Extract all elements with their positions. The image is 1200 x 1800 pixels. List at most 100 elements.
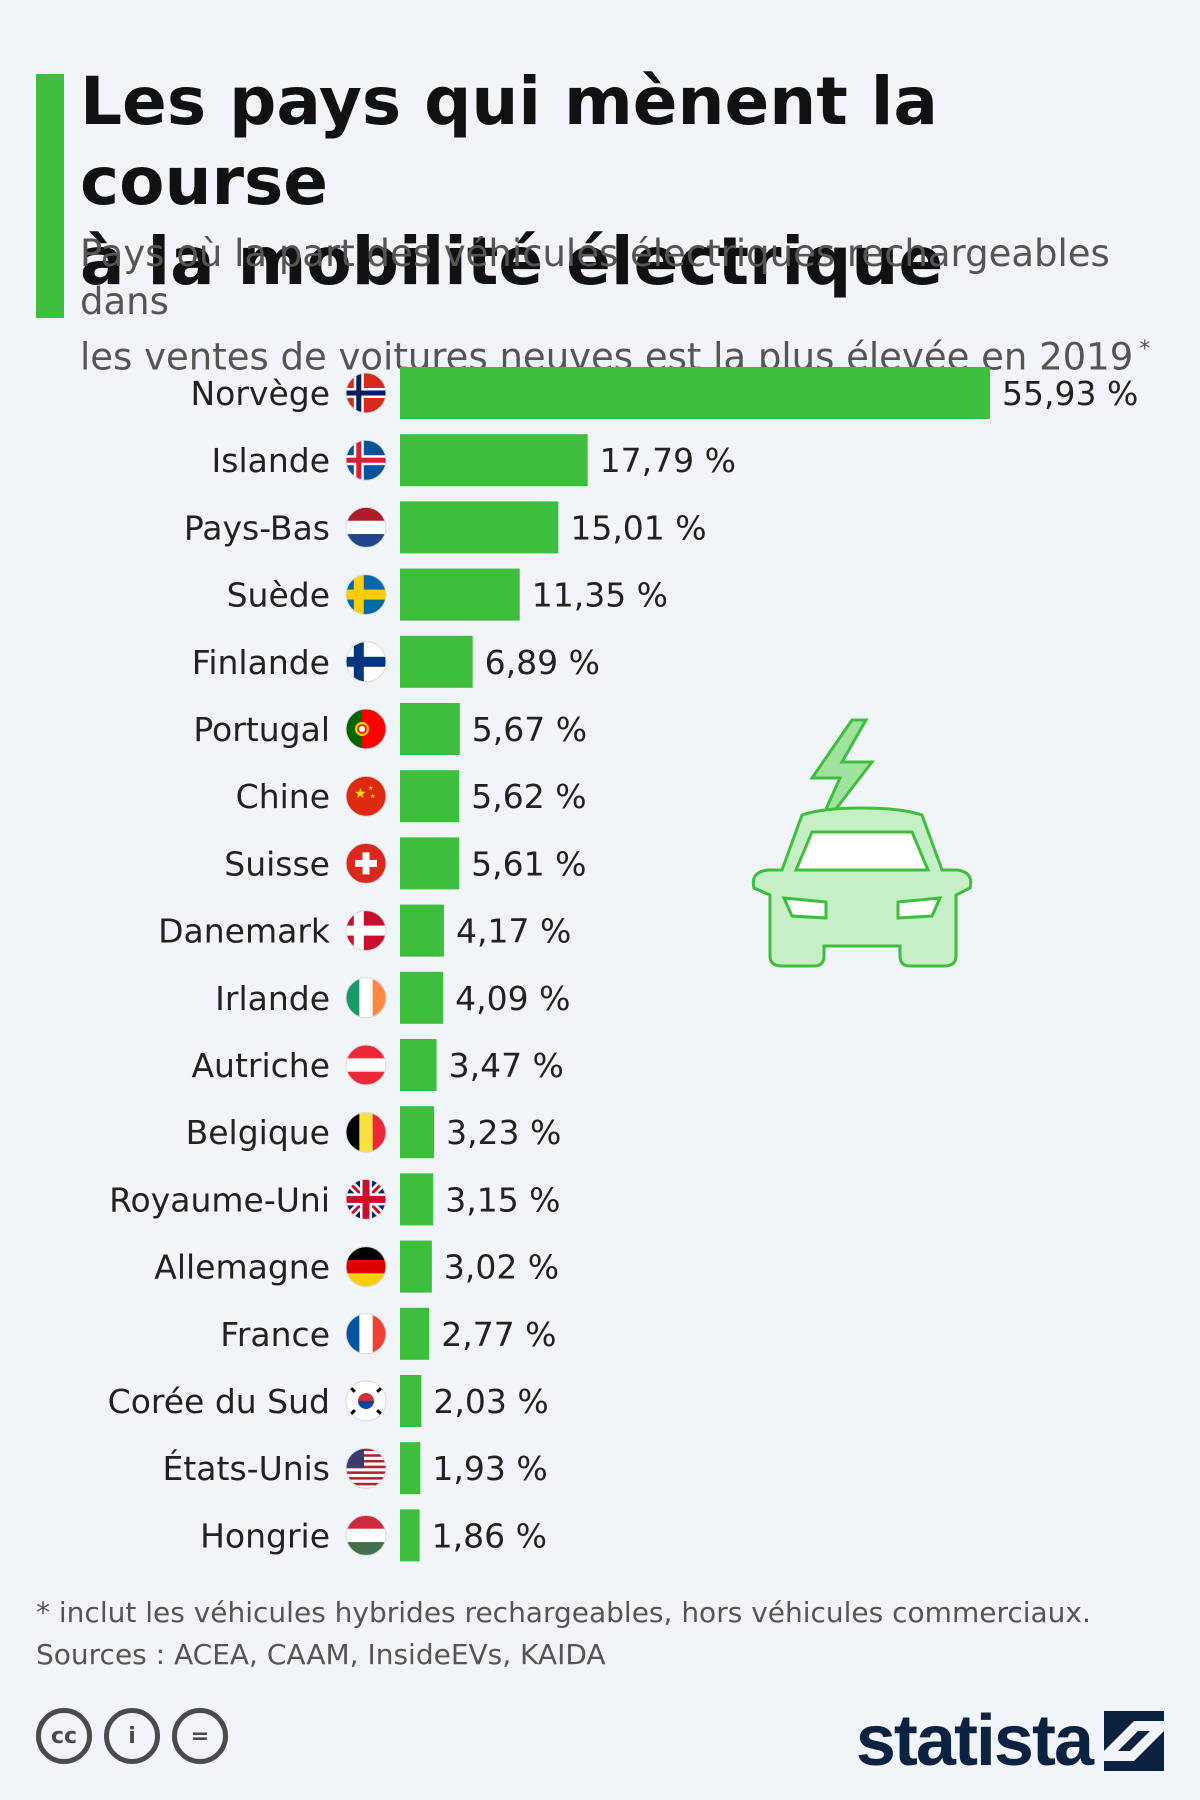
value-label: 5,61 % [471, 844, 586, 883]
electric-car-icon [751, 718, 973, 968]
bar-row: Finlande 6,89 % [192, 635, 600, 688]
switzerland-flag-icon [345, 842, 387, 884]
portugal-flag-icon [345, 708, 387, 750]
bar-row: Irlande 4,09 % [215, 971, 570, 1024]
value-label: 3,15 % [445, 1180, 560, 1219]
creative-commons-icon[interactable]: cc [36, 1708, 92, 1764]
title-line-1: Les pays qui mènent la course [80, 63, 938, 220]
category-label: Royaume-Uni [109, 1180, 330, 1219]
iceland-flag-icon [345, 439, 387, 481]
bar-row: Norvège 55,93 % [190, 367, 1138, 419]
bar-row: Belgique 3,23 % [186, 1106, 561, 1159]
title-line-2: à la mobilité électrique [80, 223, 944, 300]
category-label: Hongrie [200, 1516, 330, 1555]
chart-subtitle: Pays où la part des véhicules électrique… [80, 230, 1180, 381]
bar-row: Royaume-Uni 3,15 % [109, 1173, 561, 1226]
category-label: Autriche [191, 1046, 330, 1085]
bar-row: Hongrie 1,86 % [200, 1509, 547, 1562]
category-label: Norvège [190, 374, 330, 413]
subtitle-line-1: Pays où la part des véhicules électrique… [80, 232, 1110, 323]
statista-logo[interactable]: statista [856, 1700, 1164, 1782]
bar-row: Suisse 5,61 % [224, 837, 587, 890]
footnote-note: * inclut les véhicules hybrides recharge… [36, 1596, 1091, 1629]
attribution-icon[interactable]: i [104, 1708, 160, 1764]
category-label: Corée du Sud [108, 1382, 330, 1421]
category-label: Finlande [192, 643, 330, 682]
chart-title: Les pays qui mènent la course à la mobil… [80, 62, 1170, 302]
bar-row: Danemark 4,17 % [158, 904, 571, 957]
category-label: Belgique [186, 1113, 330, 1152]
bar [400, 1307, 430, 1360]
bar [400, 1173, 434, 1226]
china-flag-icon: ★ ★★ [345, 775, 387, 817]
austria-flag-icon [345, 1044, 387, 1086]
value-label: 1,93 % [432, 1449, 547, 1488]
category-label: Suède [227, 576, 330, 615]
bar-row: Autriche 3,47 % [191, 1039, 564, 1091]
germany-flag-icon [345, 1246, 387, 1288]
svg-text:★: ★ [368, 785, 373, 792]
bar-row: Allemagne 3,02 % [154, 1240, 559, 1293]
ireland-flag-icon [345, 977, 387, 1019]
statista-mark-icon [1104, 1711, 1164, 1771]
sweden-flag-icon [345, 574, 387, 616]
category-label: Danemark [158, 912, 331, 951]
category-label: Irlande [215, 979, 330, 1018]
bar-row: États-Unis 1,93 % [163, 1442, 548, 1495]
bar-chart: Norvège 55,93 % Islande 17,79 % Pays-Bas 15,0… [108, 367, 1138, 1562]
category-label: Suisse [224, 844, 330, 883]
category-label: Portugal [193, 710, 330, 749]
footnote-sources: Sources : ACEA, CAAM, InsideEVs, KAIDA [36, 1638, 606, 1671]
value-label: 5,62 % [471, 777, 586, 816]
value-label: 5,67 % [472, 710, 587, 749]
logo-text: statista [855, 1701, 1094, 1781]
bar [400, 1240, 432, 1293]
usa-flag-icon [345, 1447, 387, 1489]
bar [400, 1106, 435, 1159]
bar [400, 1375, 422, 1427]
netherlands-flag-icon [345, 506, 387, 548]
bar [400, 1442, 421, 1495]
bar [400, 1509, 420, 1562]
category-label: Chine [236, 777, 330, 816]
category-label: Islande [212, 441, 330, 480]
bar-row: Chine ★ ★★ 5,62 % [236, 770, 587, 823]
svg-text:★: ★ [354, 786, 367, 802]
bar [400, 501, 559, 554]
category-label: Allemagne [154, 1248, 330, 1287]
bar-row: Portugal 5,67 % [193, 703, 587, 755]
bar [400, 904, 444, 957]
bar [400, 770, 460, 823]
category-label: États-Unis [163, 1448, 330, 1488]
bar [400, 367, 990, 419]
norway-flag-icon [345, 372, 387, 414]
bar [400, 703, 460, 755]
bar [400, 971, 444, 1024]
south-korea-flag-icon [345, 1380, 387, 1422]
bar-row: Corée du Sud 2,03 % [108, 1375, 549, 1427]
value-label: 4,09 % [455, 979, 570, 1018]
uk-flag-icon [345, 1178, 387, 1220]
value-label: 15,01 % [570, 508, 706, 547]
svg-text:★: ★ [370, 793, 375, 800]
value-label: 3,02 % [444, 1248, 559, 1287]
value-label: 6,89 % [485, 643, 600, 682]
bar-row: France 2,77 % [220, 1307, 557, 1360]
hungary-flag-icon [345, 1514, 387, 1556]
subtitle-asterisk: * [1139, 337, 1151, 362]
value-label: 3,23 % [446, 1113, 561, 1152]
bar [400, 635, 473, 688]
france-flag-icon [345, 1313, 387, 1355]
bars-layer: Norvège 55,93 % Islande 17,79 % Pays-Bas 15,0… [108, 367, 1138, 1562]
belgium-flag-icon [345, 1111, 387, 1153]
bar [400, 568, 520, 621]
denmark-flag-icon [345, 910, 387, 952]
value-label: 2,03 % [433, 1382, 548, 1421]
no-derivatives-icon[interactable]: = [172, 1708, 228, 1764]
value-label: 2,77 % [441, 1315, 556, 1354]
bar [400, 837, 460, 890]
bar [400, 434, 588, 487]
bar-row: Pays-Bas 15,01 % [184, 501, 707, 554]
value-label: 3,47 % [449, 1046, 564, 1085]
bar-row: Suède 11,35 % [227, 568, 668, 621]
